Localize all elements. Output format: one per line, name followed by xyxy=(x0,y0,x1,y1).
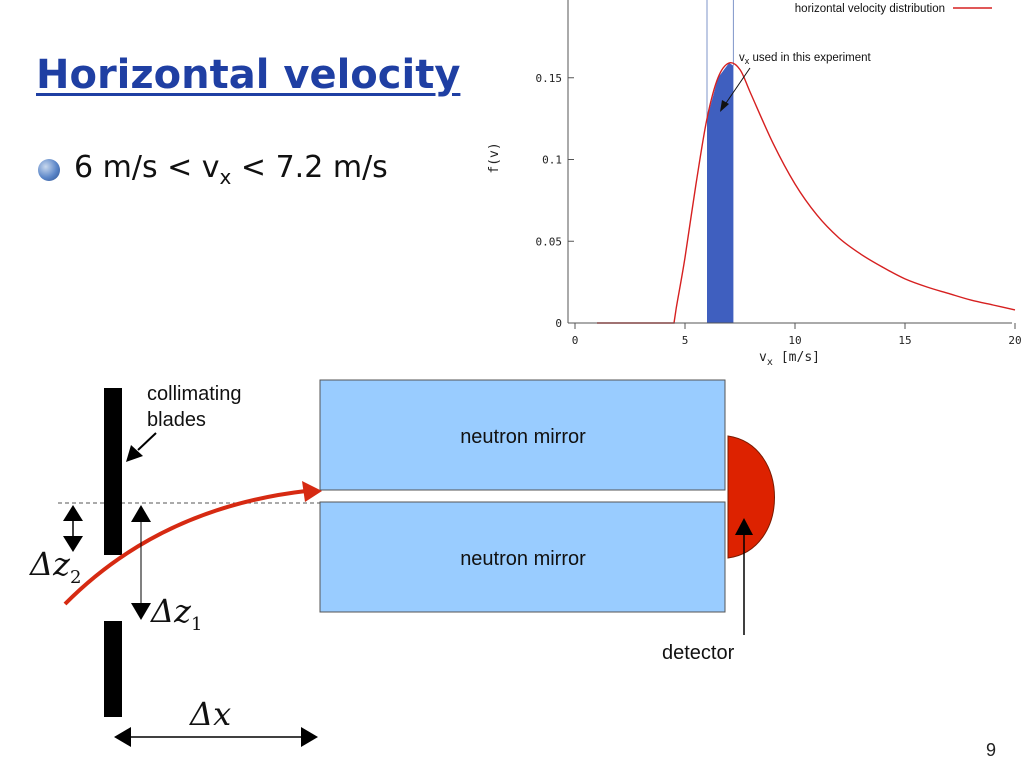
x-tick-label: 15 xyxy=(898,334,911,347)
collimating-blade-bottom xyxy=(104,621,122,717)
bullet-sphere-icon xyxy=(38,158,60,181)
x-tick-label: 10 xyxy=(788,334,801,347)
neutron-mirror-bottom-label: neutron mirror xyxy=(460,548,586,570)
bullet-velocity-range: 6 m/s < vx < 7.2 m/s xyxy=(38,150,388,189)
x-tick-label: 5 xyxy=(682,334,689,347)
bullet-text: 6 m/s < vx < 7.2 m/s xyxy=(74,150,388,189)
neutron-trajectory xyxy=(63,489,307,606)
x-axis-label: vx [m/s] xyxy=(759,350,820,368)
dz2-arrow-up xyxy=(63,505,83,521)
annotation-arrow-head xyxy=(720,100,729,112)
annotation-arrow-line xyxy=(723,67,751,107)
dx-arrow-right xyxy=(301,727,318,747)
dz2-label: Δz2 xyxy=(28,545,81,588)
blades-pointer-line xyxy=(137,432,157,451)
y-tick-label: 0 xyxy=(555,317,562,330)
y-axis-label: f(v) xyxy=(487,142,502,173)
dx-label: Δx xyxy=(188,695,231,733)
collimating-blade-top xyxy=(104,388,122,555)
neutron-mirror-top xyxy=(319,379,726,491)
blades-pointer-arrowhead xyxy=(126,445,143,462)
page-number: 9 xyxy=(986,740,997,760)
neutron-mirror-bottom xyxy=(319,501,726,613)
annotation-text: vx used in this experiment xyxy=(739,52,872,66)
trajectory-arrowhead xyxy=(302,481,322,502)
slide-title: Horizontal velocity xyxy=(36,52,461,98)
neutron-mirror-top-label: neutron mirror xyxy=(460,426,586,448)
dz2-arrow-down xyxy=(63,536,83,552)
velocity-distribution-chart: 0 5 10 15 20 0 0.05 0.1 0.15 f(v) vx [m/s] horizo… xyxy=(487,0,1022,368)
dx-arrow-left xyxy=(114,727,131,747)
collimating-blades-label-line2: blades xyxy=(147,409,206,431)
x-tick-label: 0 xyxy=(572,334,579,347)
detector-pointer-arrowhead xyxy=(735,518,753,535)
dz1-arrow-up xyxy=(131,505,151,522)
y-tick-label: 0.1 xyxy=(542,154,562,167)
velocity-distribution-line xyxy=(597,61,1016,324)
chart-annotation: vx used in this experiment xyxy=(720,52,872,112)
detector-label: detector xyxy=(662,642,735,664)
x-tick-label: 20 xyxy=(1008,334,1021,347)
dz1-arrow-down xyxy=(131,603,151,620)
detector-shape xyxy=(727,435,775,559)
y-tick-label: 0.05 xyxy=(536,235,563,248)
dz1-label: Δz1 xyxy=(149,592,202,635)
legend-label: horizontal velocity distribution xyxy=(795,3,945,15)
y-tick-label: 0.15 xyxy=(536,72,563,85)
chart-legend: horizontal velocity distribution xyxy=(795,3,992,15)
selected-velocity-band xyxy=(707,63,734,323)
collimating-blades-label-line1: collimating xyxy=(147,383,241,405)
